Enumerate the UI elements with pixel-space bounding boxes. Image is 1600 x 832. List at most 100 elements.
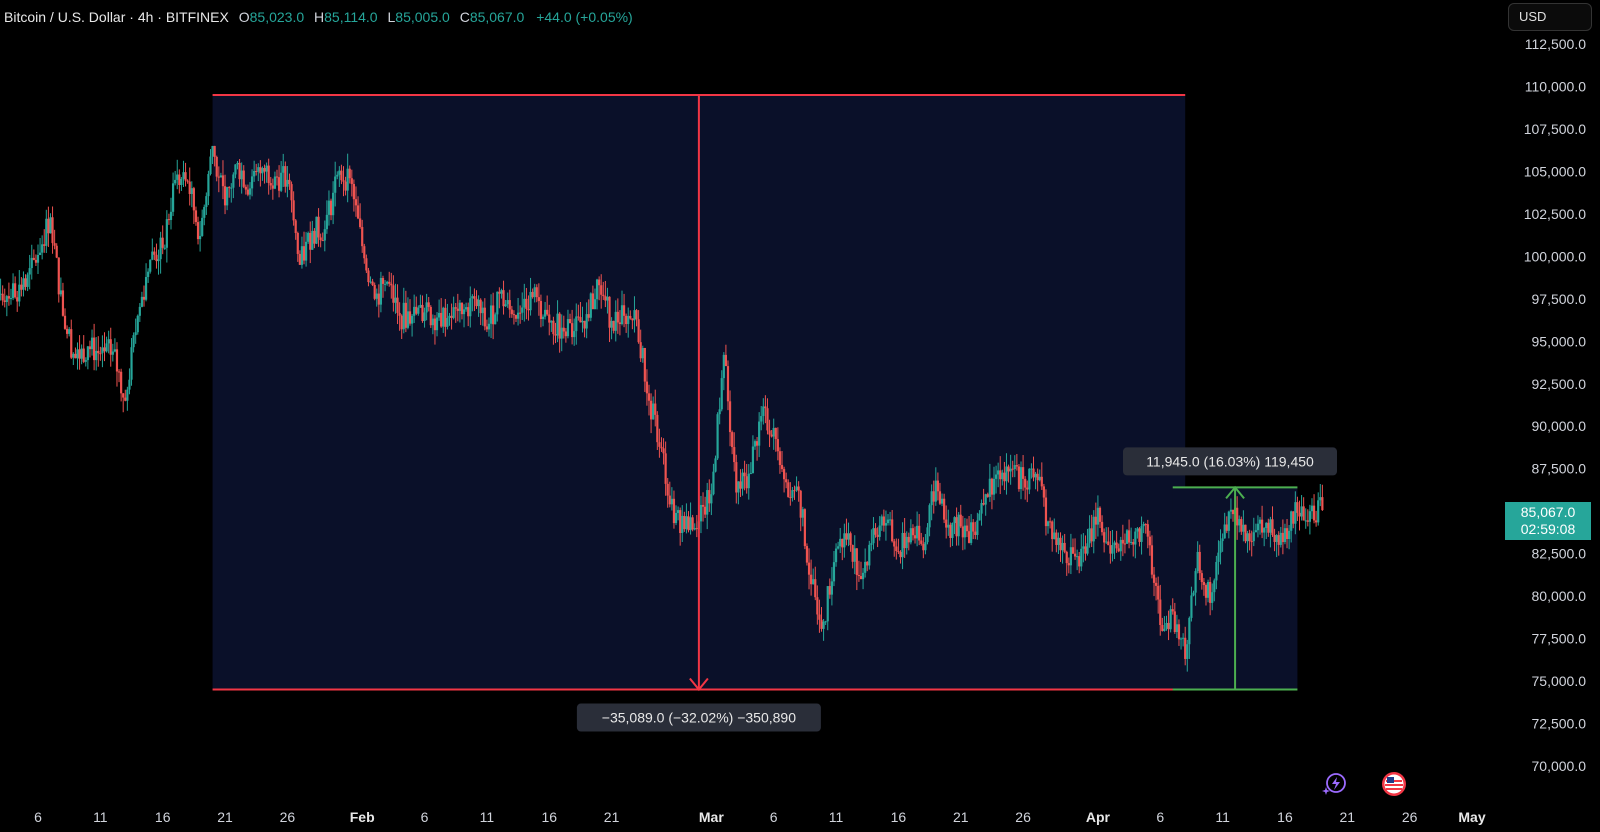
candle — [365, 254, 368, 274]
candle — [1042, 483, 1045, 507]
candle — [581, 306, 584, 333]
candle — [681, 505, 684, 543]
y-tick-label: 107,500.0 — [1524, 121, 1586, 137]
candle — [849, 531, 852, 552]
candle — [976, 512, 979, 540]
candle — [298, 250, 301, 265]
candle — [830, 567, 833, 606]
candle — [410, 313, 414, 337]
candle — [606, 287, 609, 314]
candle — [475, 290, 478, 309]
candle — [309, 221, 312, 264]
candle — [1240, 516, 1243, 535]
candle — [1009, 454, 1012, 485]
price-range-1[interactable]: −35,089.0 (−32.02%) −350,890 — [212, 93, 1186, 732]
candle — [155, 243, 158, 269]
candle — [712, 463, 715, 496]
candle — [1292, 511, 1295, 529]
candle — [726, 360, 730, 411]
candle — [768, 419, 771, 448]
candle — [548, 304, 551, 336]
candle — [1078, 552, 1081, 574]
symbol-title[interactable]: Bitcoin / U.S. Dollar · 4h · BITFINEX — [4, 9, 229, 25]
candle — [386, 280, 389, 286]
candle — [144, 263, 148, 302]
candle — [618, 310, 622, 336]
candle — [325, 200, 328, 234]
candle — [0, 278, 2, 301]
candle — [928, 503, 931, 537]
x-tick-label: Mar — [699, 809, 724, 825]
price-range-2[interactable]: 11,945.0 (16.03%) 119,450 — [1123, 447, 1337, 691]
candle — [1107, 527, 1110, 546]
candle — [533, 283, 536, 303]
candle — [450, 303, 453, 330]
candle — [643, 347, 646, 392]
candle — [138, 303, 141, 322]
high-value: 85,114.0 — [324, 9, 378, 25]
candle — [14, 276, 17, 299]
candle — [859, 561, 863, 580]
candle — [240, 162, 243, 194]
candle — [394, 283, 397, 314]
candle — [733, 432, 736, 472]
candle — [870, 529, 873, 552]
candle — [583, 320, 586, 338]
candle — [242, 165, 245, 189]
candle — [273, 171, 277, 190]
candle — [1254, 523, 1257, 533]
candle — [446, 303, 449, 330]
candle — [433, 315, 437, 345]
candle — [537, 283, 540, 316]
candle — [78, 335, 81, 370]
candle — [743, 460, 746, 491]
candle — [913, 526, 917, 544]
candle — [16, 290, 19, 312]
candle — [907, 532, 910, 551]
candle — [9, 288, 13, 305]
candle — [543, 301, 547, 320]
x-tick-label: 11 — [93, 809, 108, 825]
candle — [1003, 461, 1006, 491]
x-tick-label: 21 — [217, 809, 233, 825]
candle — [641, 345, 644, 363]
candle — [169, 197, 173, 230]
candle — [313, 228, 316, 249]
candle — [47, 206, 50, 247]
currency-button[interactable]: USD — [1508, 3, 1592, 31]
candle — [728, 390, 732, 447]
us-flag-icon[interactable] — [1381, 771, 1407, 797]
candle — [787, 479, 790, 498]
candle — [886, 514, 890, 526]
candle — [672, 490, 676, 529]
candle — [552, 316, 555, 345]
candle — [1038, 469, 1041, 482]
candle — [452, 296, 455, 320]
candle — [598, 276, 601, 301]
candle — [949, 522, 952, 548]
candle — [564, 328, 567, 343]
candle — [755, 437, 759, 461]
x-axis[interactable]: 6 11 16 21 26 Feb 6 11 16 21 Mar 6 11 16 21 26 Apr 6 11 16 2… — [34, 809, 1486, 825]
candle — [196, 216, 200, 245]
candle — [539, 294, 543, 328]
candle — [677, 506, 680, 521]
candle — [101, 335, 104, 368]
candle — [938, 482, 942, 506]
candle — [292, 191, 295, 226]
candle — [1015, 453, 1018, 471]
candle — [1117, 543, 1120, 553]
candle — [1121, 524, 1124, 557]
candle — [1005, 453, 1008, 495]
candle — [184, 162, 187, 187]
candle — [111, 343, 114, 362]
candle — [1273, 528, 1276, 552]
bolt-sparkle-icon[interactable] — [1321, 771, 1347, 797]
candle — [604, 280, 607, 308]
candle — [1244, 524, 1247, 544]
y-axis[interactable]: 70,000.0 72,500.0 75,000.0 77,500.0 80,000.0… — [1524, 36, 1587, 774]
candle — [766, 398, 769, 435]
candle — [674, 505, 678, 526]
candle — [1265, 522, 1268, 540]
